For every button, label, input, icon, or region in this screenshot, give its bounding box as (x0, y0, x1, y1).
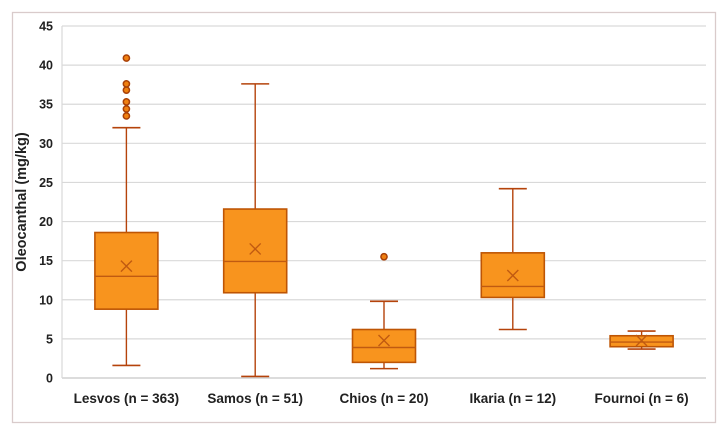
outlier-point (122, 112, 131, 120)
y-tick-label-40: 40 (39, 59, 53, 73)
box-rect (222, 208, 288, 294)
box-group-3 (351, 252, 417, 370)
box-group-2 (222, 83, 288, 378)
outlier-point (122, 98, 131, 106)
plot-boxes (94, 54, 674, 378)
box-group-1 (94, 54, 159, 367)
y-tick-label-35: 35 (39, 98, 53, 112)
gridlines (61, 25, 706, 379)
x-axis-labels: Lesvos (n = 363) Samos (n = 51) Chios (n =… (74, 391, 689, 406)
box-group-5 (609, 330, 674, 350)
x-category-label-5: Fournoi (n = 6) (595, 391, 689, 406)
box-group-4 (480, 187, 546, 331)
figure-frame (11, 11, 717, 424)
y-tick-label-15: 15 (39, 254, 53, 268)
x-category-label-4: Ikaria (n = 12) (469, 391, 556, 406)
y-axis-ticks: 0 5 10 15 20 25 30 35 40 45 (39, 20, 53, 386)
y-tick-label-45: 45 (39, 20, 53, 34)
y-axis-title: Oleocanthal (mg/kg) (14, 132, 30, 272)
x-category-label-2: Samos (n = 51) (207, 391, 303, 406)
outlier-point (380, 252, 388, 261)
mean-marker (120, 260, 133, 273)
mean-marker (635, 334, 648, 347)
outlier-point (122, 105, 131, 113)
y-tick-label-5: 5 (46, 332, 53, 346)
mean-marker (249, 242, 262, 255)
x-category-label-1: Lesvos (n = 363) (74, 391, 179, 406)
mean-marker (378, 334, 390, 347)
mean-marker (506, 269, 519, 282)
outlier-point (122, 80, 131, 88)
y-tick-label-20: 20 (39, 215, 53, 229)
x-category-label-3: Chios (n = 20) (340, 391, 429, 406)
y-tick-label-10: 10 (39, 293, 53, 307)
outlier-point (122, 86, 131, 94)
box-rect (351, 328, 417, 364)
y-tick-label-30: 30 (39, 137, 53, 151)
box-rect (94, 231, 159, 310)
y-tick-label-0: 0 (46, 372, 53, 386)
outlier-point (122, 54, 131, 62)
y-tick-label-25: 25 (39, 176, 53, 190)
